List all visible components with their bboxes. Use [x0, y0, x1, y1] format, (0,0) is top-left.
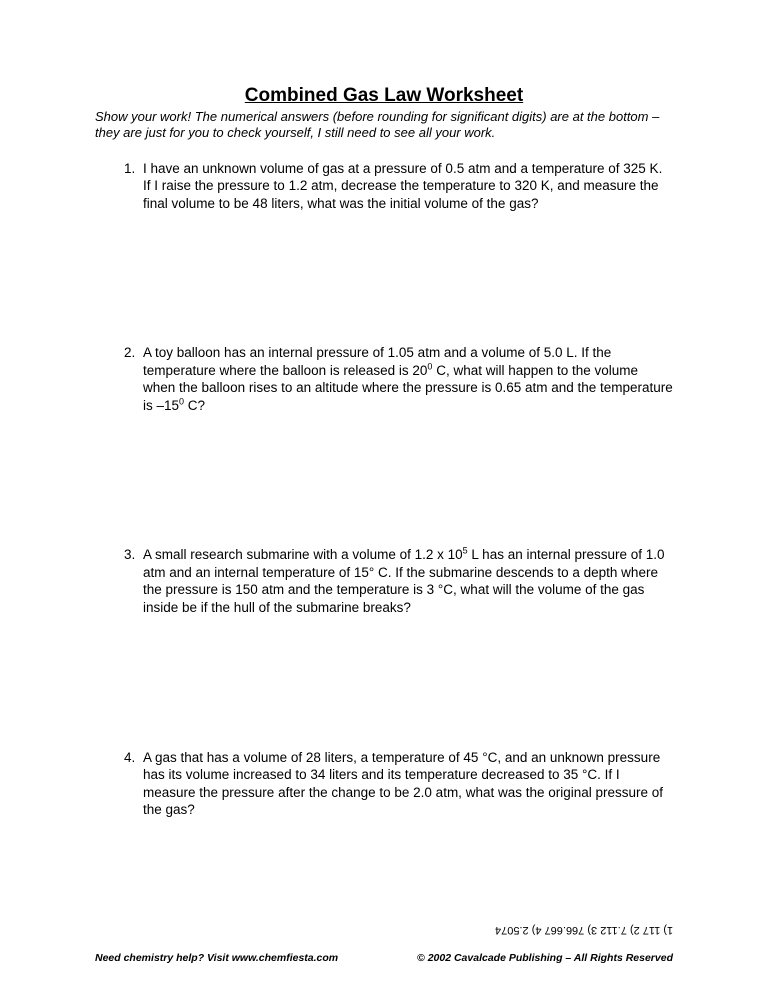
problem-4: A gas that has a volume of 28 liters, a … [139, 749, 673, 819]
worksheet-page: Combined Gas Law Worksheet Show your wor… [0, 0, 768, 994]
page-title: Combined Gas Law Worksheet [95, 85, 673, 107]
problem-2-text-c: C? [184, 398, 205, 413]
answer-key: 1) 117 2) 7.112 3) 766.667 4) 2.5074 [495, 924, 673, 936]
problem-1: I have an unknown volume of gas at a pre… [139, 160, 673, 213]
footer-right: © 2002 Cavalcade Publishing – All Rights… [417, 952, 673, 964]
problem-4-text: A gas that has a volume of 28 liters, a … [143, 750, 663, 818]
problem-list: I have an unknown volume of gas at a pre… [95, 160, 673, 819]
problem-2: A toy balloon has an internal pressure o… [139, 344, 673, 414]
page-footer: Need chemistry help? Visit www.chemfiest… [95, 952, 673, 964]
problem-3: A small research submarine with a volume… [139, 546, 673, 616]
problem-1-text: I have an unknown volume of gas at a pre… [143, 161, 662, 211]
footer-left: Need chemistry help? Visit www.chemfiest… [95, 952, 338, 964]
problem-3-text-a: A small research submarine with a volume… [143, 547, 463, 562]
instructions-text: Show your work! The numerical answers (b… [95, 109, 673, 142]
